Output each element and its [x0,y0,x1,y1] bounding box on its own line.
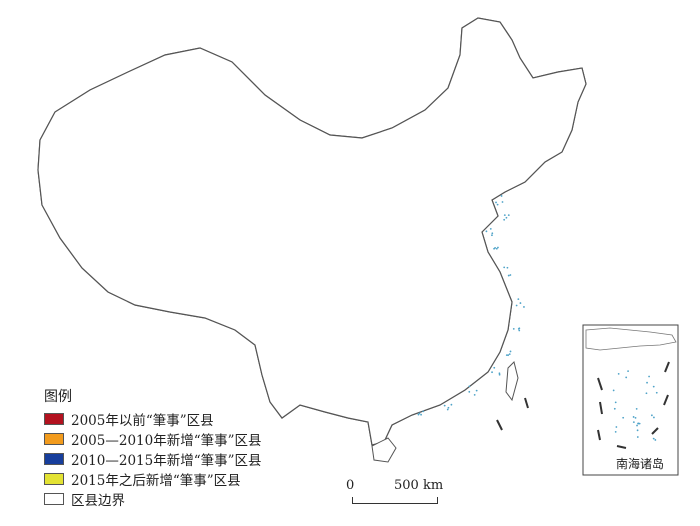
inset-islands [612,370,658,441]
legend-label: 2015年之后新增“筆事”区县 [71,473,241,489]
inset-dashes [597,361,670,449]
legend-item-after-2015: 2015年之后新增“筆事”区县 [44,469,344,489]
legend-item-2010-2015: 2010—2015年新增“筆事”区县 [44,449,344,469]
legend-label: 区县边界 [71,493,125,509]
taiwan-island [505,361,519,402]
legend-label: 2005年以前“筆事”区县 [71,413,214,429]
scale-distance-label: 500 km [394,478,444,493]
scale-bar: 0 500 km [340,478,450,508]
legend-swatch [44,413,64,425]
map-legend: 图例 2005年以前“筆事”区县 2005—2010年新增“筆事”区县 2010… [44,386,344,509]
maritime-dashes [496,397,529,431]
inset-label: 南海诸岛 [616,457,665,471]
legend-item-before-2005: 2005年以前“筆事”区县 [44,409,344,429]
legend-title: 图例 [44,389,72,405]
legend-swatch [44,433,64,445]
legend-item-2005-2010: 2005—2010年新增“筆事”区县 [44,429,344,449]
coastline-islands [417,195,525,416]
scale-line [352,497,438,504]
scale-zero-label: 0 [346,478,355,493]
legend-label: 2005—2010年新增“筆事”区县 [71,433,262,449]
legend-label: 2010—2015年新增“筆事”区县 [71,453,262,469]
inset-coast [585,327,677,351]
legend-item-county-boundary: 区县边界 [44,489,344,509]
legend-swatch [44,453,64,465]
legend-swatch [44,493,64,505]
legend-swatch [44,473,64,485]
hainan-island [371,437,397,463]
